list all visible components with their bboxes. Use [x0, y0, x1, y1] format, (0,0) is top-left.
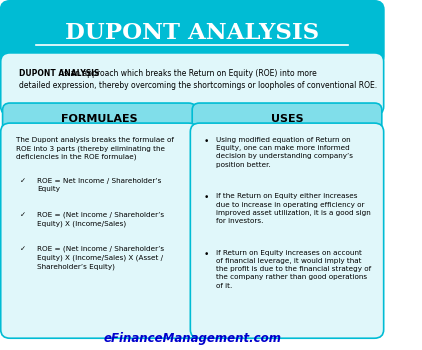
Text: ROE = Net Income / Shareholder’s
Equity: ROE = Net Income / Shareholder’s Equity	[37, 178, 162, 192]
Text: is an approach which breaks the Return on Equity (ROE) into more
detailed expres: is an approach which breaks the Return o…	[19, 69, 377, 90]
Text: •: •	[204, 193, 209, 202]
Text: •: •	[204, 137, 209, 146]
Text: If Return on Equity increases on account
of financial leverage, it would imply t: If Return on Equity increases on account…	[216, 250, 371, 289]
Text: ROE = (Net income / Shareholder’s
Equity) X (Income/Sales): ROE = (Net income / Shareholder’s Equity…	[37, 212, 164, 227]
Text: ✓: ✓	[20, 212, 26, 218]
Text: FORMULAES: FORMULAES	[61, 114, 138, 125]
Text: ROE = (Net income / Shareholder’s
Equity) X (Income/Sales) X (Asset /
Shareholde: ROE = (Net income / Shareholder’s Equity…	[37, 246, 164, 270]
FancyBboxPatch shape	[1, 53, 384, 115]
Text: •: •	[204, 250, 209, 259]
Text: USES: USES	[271, 114, 303, 125]
Text: Using modified equation of Return on
Equity, one can make more informed
decision: Using modified equation of Return on Equ…	[216, 137, 353, 168]
Text: DUPONT ANALYSIS: DUPONT ANALYSIS	[65, 22, 319, 44]
FancyBboxPatch shape	[3, 103, 196, 136]
Text: DUPONT ANALYSIS: DUPONT ANALYSIS	[19, 69, 100, 78]
Text: If the Return on Equity either increases
due to increase in operating efficiency: If the Return on Equity either increases…	[216, 193, 371, 224]
Text: eFinanceManagement.com: eFinanceManagement.com	[103, 332, 281, 345]
FancyBboxPatch shape	[192, 103, 382, 136]
FancyBboxPatch shape	[1, 1, 384, 65]
Text: ✓: ✓	[20, 246, 26, 252]
Text: ✓: ✓	[20, 178, 26, 184]
FancyBboxPatch shape	[190, 123, 384, 338]
FancyBboxPatch shape	[1, 123, 198, 338]
Text: The Dupont analysis breaks the formulae of
ROE into 3 parts (thereby eliminating: The Dupont analysis breaks the formulae …	[16, 137, 173, 160]
